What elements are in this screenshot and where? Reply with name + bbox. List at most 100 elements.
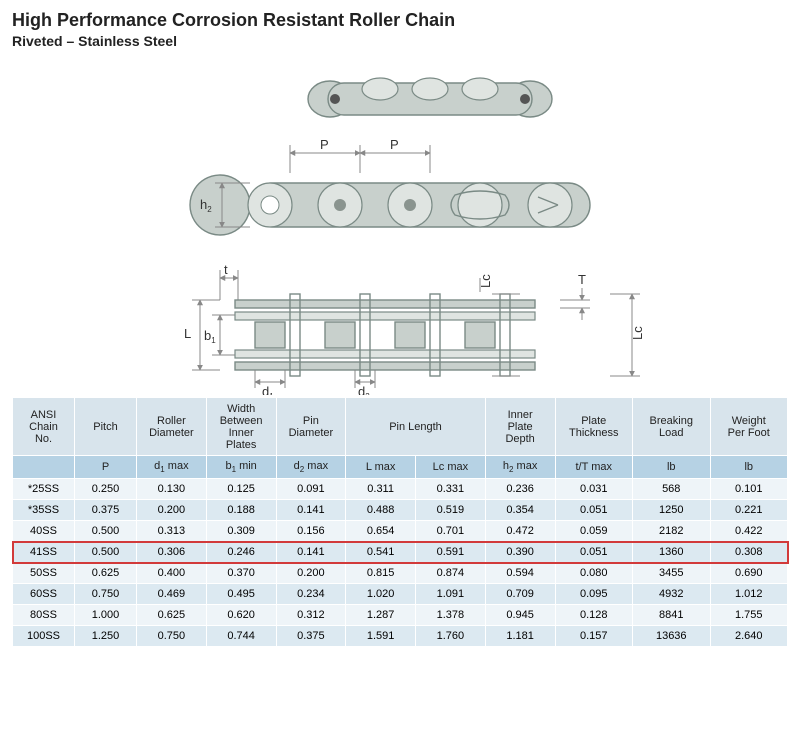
table-cell: 8841 xyxy=(633,605,711,626)
table-cell: 0.051 xyxy=(555,542,633,563)
table-cell: 0.500 xyxy=(75,542,137,563)
table-cell: 1.091 xyxy=(416,584,486,605)
table-cell: 0.519 xyxy=(416,500,486,521)
table-cell: 1.181 xyxy=(485,626,555,647)
page-subtitle: Riveted – Stainless Steel xyxy=(12,33,788,49)
col-header: WeightPer Foot xyxy=(710,398,788,456)
table-cell: 0.031 xyxy=(555,479,633,500)
table-cell: 1.755 xyxy=(710,605,788,626)
table-cell: 0.625 xyxy=(137,605,207,626)
table-row: *35SS0.3750.2000.1880.1410.4880.5190.354… xyxy=(13,500,788,521)
table-cell: 0.091 xyxy=(276,479,346,500)
table-cell: 0.306 xyxy=(137,542,207,563)
table-cell: 0.156 xyxy=(276,521,346,542)
table-cell: 0.246 xyxy=(206,542,276,563)
table-cell: 0.495 xyxy=(206,584,276,605)
table-cell: 0.125 xyxy=(206,479,276,500)
table-cell: 41SS xyxy=(13,542,75,563)
table-cell: 0.200 xyxy=(276,563,346,584)
table-cell: 80SS xyxy=(13,605,75,626)
table-body: *25SS0.2500.1300.1250.0910.3110.3310.236… xyxy=(13,479,788,647)
table-cell: 2.640 xyxy=(710,626,788,647)
table-cell: 0.815 xyxy=(346,563,416,584)
table-cell: 1.287 xyxy=(346,605,416,626)
table-cell: 568 xyxy=(633,479,711,500)
dim-label-p2: P xyxy=(390,137,399,152)
table-cell: 0.308 xyxy=(710,542,788,563)
table-cell: 0.500 xyxy=(75,521,137,542)
table-cell: 0.541 xyxy=(346,542,416,563)
dim-label-t: t xyxy=(224,262,228,277)
table-cell: 1.250 xyxy=(75,626,137,647)
table-cell: 0.390 xyxy=(485,542,555,563)
table-cell: 0.370 xyxy=(206,563,276,584)
table-cell: 0.654 xyxy=(346,521,416,542)
table-cell: 0.375 xyxy=(75,500,137,521)
table-cell: 0.141 xyxy=(276,500,346,521)
col-header: Pin Length xyxy=(346,398,486,456)
col-symbol: b1 min xyxy=(206,456,276,479)
table-cell: 0.744 xyxy=(206,626,276,647)
table-cell: 50SS xyxy=(13,563,75,584)
table-cell: 0.750 xyxy=(75,584,137,605)
table-cell: 0.472 xyxy=(485,521,555,542)
table-row: 100SS1.2500.7500.7440.3751.5911.7601.181… xyxy=(13,626,788,647)
col-symbol xyxy=(13,456,75,479)
page-title: High Performance Corrosion Resistant Rol… xyxy=(12,10,788,31)
table-cell: 0.313 xyxy=(137,521,207,542)
table-cell: 0.236 xyxy=(485,479,555,500)
table-cell: 0.141 xyxy=(276,542,346,563)
col-header: PlateThickness xyxy=(555,398,633,456)
table-cell: 0.469 xyxy=(137,584,207,605)
table-cell: 0.488 xyxy=(346,500,416,521)
table-cell: 1.591 xyxy=(346,626,416,647)
table-cell: 0.059 xyxy=(555,521,633,542)
table-cell: 0.591 xyxy=(416,542,486,563)
table-cell: *35SS xyxy=(13,500,75,521)
table-cell: 0.234 xyxy=(276,584,346,605)
col-symbol: h2 max xyxy=(485,456,555,479)
table-cell: 13636 xyxy=(633,626,711,647)
table-row: 41SS0.5000.3060.2460.1410.5410.5910.3900… xyxy=(13,542,788,563)
table-cell: 0.095 xyxy=(555,584,633,605)
table-cell: 0.309 xyxy=(206,521,276,542)
table-cell: 100SS xyxy=(13,626,75,647)
table-cell: 1.378 xyxy=(416,605,486,626)
col-header: Pitch xyxy=(75,398,137,456)
table-symbol-row: Pd1 maxb1 mind2 maxL maxLc maxh2 maxt/T … xyxy=(13,456,788,479)
table-cell: 1.020 xyxy=(346,584,416,605)
table-cell: 0.690 xyxy=(710,563,788,584)
table-cell: 0.331 xyxy=(416,479,486,500)
col-header: ANSIChainNo. xyxy=(13,398,75,456)
col-symbol: d1 max xyxy=(137,456,207,479)
dim-label-Lc2: Lc xyxy=(630,326,645,340)
table-cell: 0.130 xyxy=(137,479,207,500)
table-cell: *25SS xyxy=(13,479,75,500)
table-cell: 0.080 xyxy=(555,563,633,584)
col-symbol: Lc max xyxy=(416,456,486,479)
table-cell: 0.594 xyxy=(485,563,555,584)
dim-label-Lc1: Lc xyxy=(478,274,493,288)
table-cell: 0.051 xyxy=(555,500,633,521)
table-cell: 0.750 xyxy=(137,626,207,647)
table-row: 80SS1.0000.6250.6200.3121.2871.3780.9450… xyxy=(13,605,788,626)
col-symbol: lb xyxy=(633,456,711,479)
col-header: BreakingLoad xyxy=(633,398,711,456)
table-cell: 1.000 xyxy=(75,605,137,626)
table-cell: 1360 xyxy=(633,542,711,563)
table-cell: 0.400 xyxy=(137,563,207,584)
table-cell: 1250 xyxy=(633,500,711,521)
table-cell: 0.188 xyxy=(206,500,276,521)
col-symbol: t/T max xyxy=(555,456,633,479)
table-row: 60SS0.7500.4690.4950.2341.0201.0910.7090… xyxy=(13,584,788,605)
table-cell: 0.354 xyxy=(485,500,555,521)
table-cell: 0.200 xyxy=(137,500,207,521)
table-cell: 60SS xyxy=(13,584,75,605)
table-cell: 0.375 xyxy=(276,626,346,647)
col-symbol: lb xyxy=(710,456,788,479)
table-row: *25SS0.2500.1300.1250.0910.3110.3310.236… xyxy=(13,479,788,500)
table-cell: 0.312 xyxy=(276,605,346,626)
dim-label-T: T xyxy=(578,272,586,287)
table-cell: 0.250 xyxy=(75,479,137,500)
col-header: PinDiameter xyxy=(276,398,346,456)
